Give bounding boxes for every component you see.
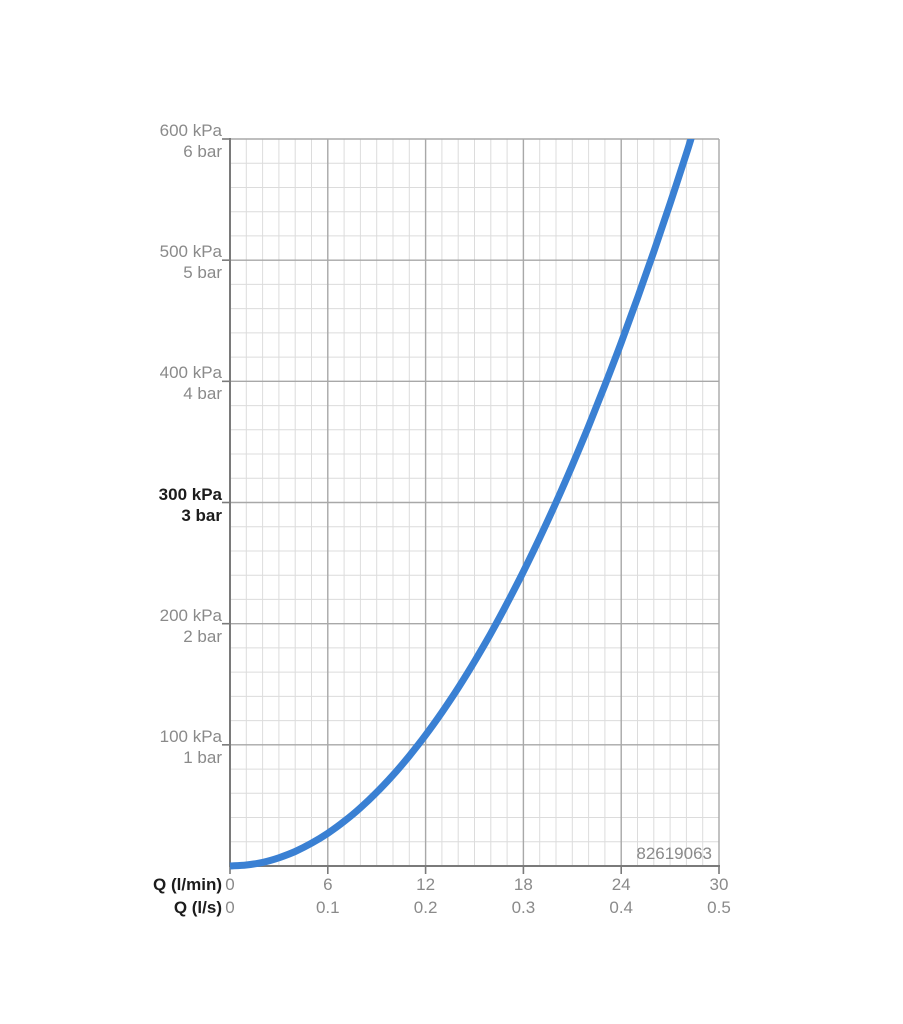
y-label-bar: 3 bar <box>181 505 222 525</box>
x-tick-label-row2: 0.4 <box>609 898 633 917</box>
y-axis-label-600: 600 kPa 6 bar <box>40 120 222 162</box>
x-tick-label-row2: 0.3 <box>511 898 536 917</box>
product-code-label: 82619063 <box>636 844 712 863</box>
y-label-kpa: 400 kPa <box>159 363 222 383</box>
y-label-bar: 2 bar <box>183 626 222 646</box>
y-label-bar: 5 bar <box>183 263 222 283</box>
x-tick-label-row1: 6 <box>323 875 333 894</box>
y-axis-label-100: 100 kPa 1 bar <box>40 726 222 768</box>
x-tick-label-row2: 0.1 <box>315 898 340 917</box>
y-label-kpa: 100 kPa <box>159 726 222 746</box>
y-axis-label-300: 300 kPa 3 bar <box>40 484 222 526</box>
x-axis-title-ls: Q (l/s) <box>173 898 222 917</box>
y-axis-label-200: 200 kPa 2 bar <box>40 605 222 647</box>
x-tick-label-row1: 0 <box>225 875 235 894</box>
x-tick-label-row1: 18 <box>513 875 533 894</box>
curve-pressure-drop-vs-flow <box>229 139 695 870</box>
y-label-bar: 1 bar <box>183 747 222 767</box>
y-label-bar: 4 bar <box>183 384 222 404</box>
y-axis-label-500: 500 kPa 5 bar <box>40 241 222 283</box>
x-tick-label-row1: 12 <box>416 875 436 894</box>
x-tick-label-row1: 30 <box>709 875 729 894</box>
y-label-kpa: 200 kPa <box>159 605 222 625</box>
y-label-kpa: 600 kPa <box>159 121 222 140</box>
y-axis-label-400: 400 kPa 4 bar <box>40 362 222 404</box>
y-label-kpa: 300 kPa <box>158 484 222 504</box>
y-label-kpa: 500 kPa <box>159 242 222 262</box>
x-tick-label-row2: 0.2 <box>413 898 438 917</box>
x-tick-label-row2: 0.5 <box>707 898 731 917</box>
x-tick-label-row1: 24 <box>611 875 631 894</box>
y-label-bar: 6 bar <box>183 142 222 161</box>
tick-marks <box>222 138 720 874</box>
x-tick-label-row2: 0 <box>225 898 235 917</box>
x-axis-title-lmin: Q (l/min) <box>153 875 222 894</box>
